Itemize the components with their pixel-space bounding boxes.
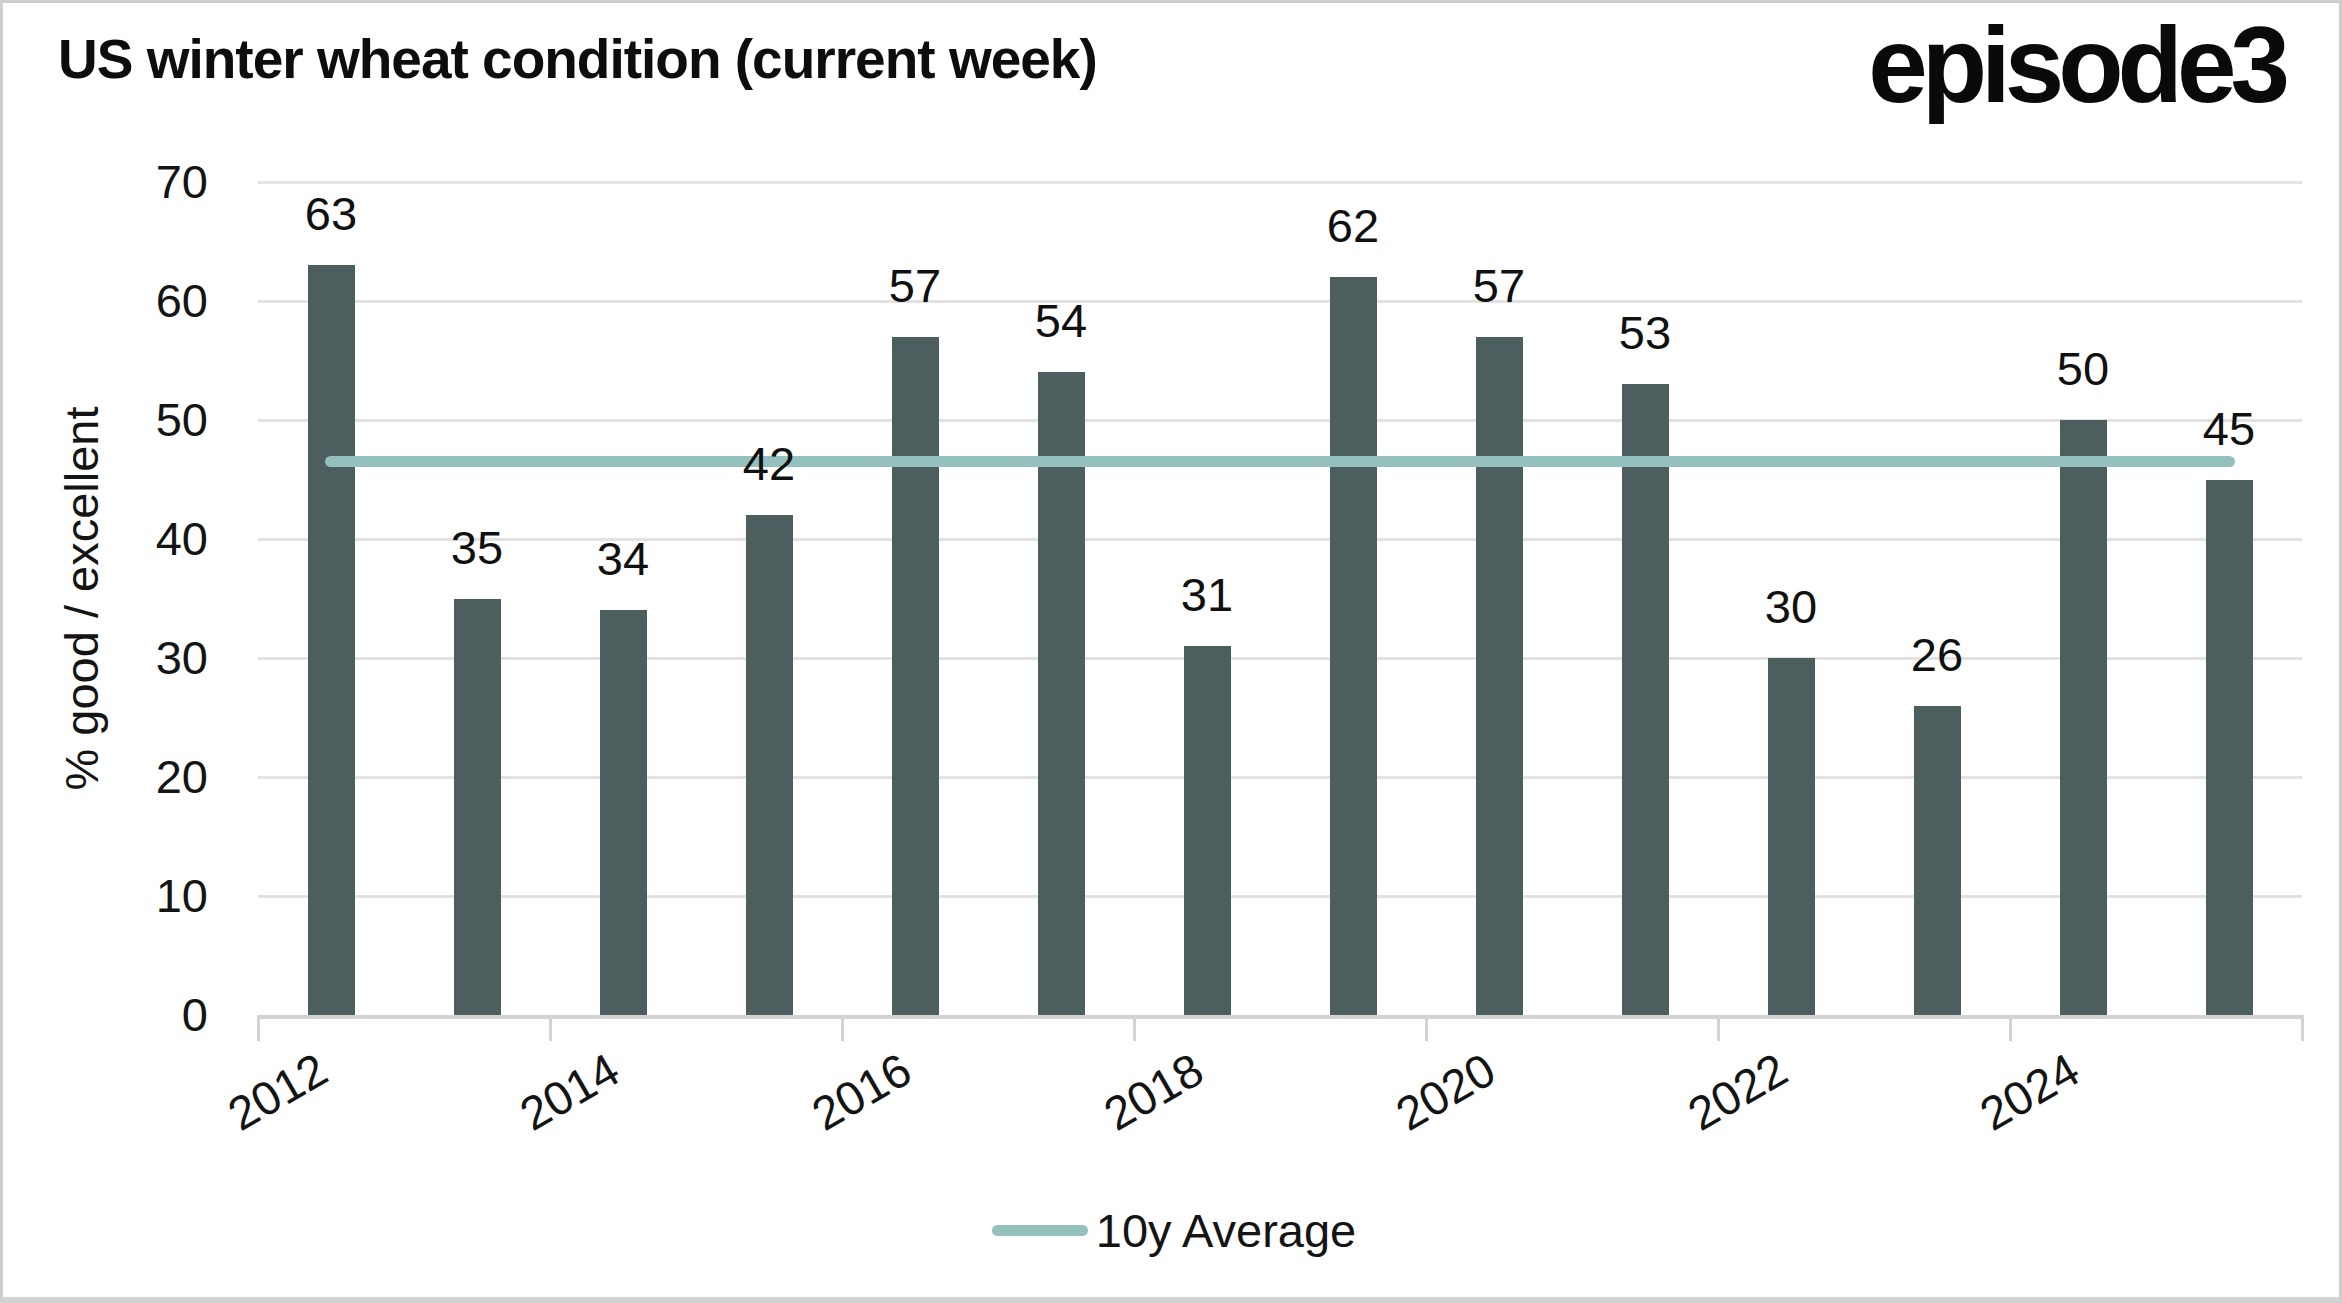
- average-line-legend-swatch: [992, 1225, 1088, 1236]
- x-tick-label-2024: 2024: [1881, 1045, 2087, 1192]
- y-tick-label-60: 60: [58, 277, 208, 325]
- bar-value-label-2021: 53: [1575, 309, 1715, 357]
- bar-value-label-2015: 42: [699, 440, 839, 488]
- bar-2025: [2206, 480, 2253, 1016]
- x-axis-line: [258, 1015, 2302, 1019]
- x-axis-tick: [549, 1015, 552, 1041]
- bar-2017: [1038, 372, 1085, 1015]
- bar-value-label-2016: 57: [845, 262, 985, 310]
- bar-value-label-2019: 62: [1283, 202, 1423, 250]
- y-tick-label-70: 70: [58, 158, 208, 206]
- bar-value-label-2012: 63: [261, 190, 401, 238]
- bar-2022: [1768, 658, 1815, 1015]
- x-tick-label-2020: 2020: [1297, 1045, 1503, 1192]
- bar-2013: [454, 599, 501, 1016]
- x-tick-label-2016: 2016: [713, 1045, 919, 1192]
- x-axis-tick: [257, 1015, 260, 1041]
- gridline-20: [258, 776, 2302, 779]
- x-tick-label-2014: 2014: [421, 1045, 627, 1192]
- bar-value-label-2020: 57: [1429, 262, 1569, 310]
- bar-2019: [1330, 277, 1377, 1015]
- bar-value-label-2018: 31: [1137, 571, 1277, 619]
- legend: 10y Average: [3, 1201, 2342, 1259]
- y-tick-label-0: 0: [58, 991, 208, 1039]
- bar-2021: [1622, 384, 1669, 1015]
- average-line: [325, 456, 2235, 467]
- bar-value-label-2023: 26: [1867, 631, 2007, 679]
- bar-2018: [1184, 646, 1231, 1015]
- y-axis-title: % good / excellent: [54, 389, 109, 809]
- chart-frame: US winter wheat condition (current week)…: [0, 0, 2342, 1303]
- x-axis-tick: [1133, 1015, 1136, 1041]
- gridline-70: [258, 181, 2302, 184]
- bar-2020: [1476, 337, 1523, 1015]
- bar-2023: [1914, 706, 1961, 1015]
- bar-value-label-2013: 35: [407, 524, 547, 572]
- bar-2012: [308, 265, 355, 1015]
- bar-value-label-2025: 45: [2159, 405, 2299, 453]
- x-tick-label-2022: 2022: [1589, 1045, 1795, 1192]
- bar-2024: [2060, 420, 2107, 1015]
- gridline-50: [258, 419, 2302, 422]
- bar-value-label-2014: 34: [553, 535, 693, 583]
- gridline-60: [258, 300, 2302, 303]
- bar-2015: [746, 515, 793, 1015]
- bar-2016: [892, 337, 939, 1015]
- gridline-10: [258, 895, 2302, 898]
- x-axis-tick: [1717, 1015, 1720, 1041]
- x-axis-tick: [841, 1015, 844, 1041]
- y-tick-label-10: 10: [58, 872, 208, 920]
- x-axis-tick: [2009, 1015, 2012, 1041]
- x-tick-label-2018: 2018: [1005, 1045, 1211, 1192]
- bar-value-label-2024: 50: [2013, 345, 2153, 393]
- plot-area: 010203040506070 633534425754316257533026…: [3, 3, 2342, 1303]
- bar-2014: [600, 610, 647, 1015]
- x-axis-tick: [2301, 1015, 2304, 1041]
- bar-value-label-2017: 54: [991, 297, 1131, 345]
- legend-label: 10y Average: [1096, 1203, 1356, 1258]
- bar-value-label-2022: 30: [1721, 583, 1861, 631]
- x-axis-tick: [1425, 1015, 1428, 1041]
- x-tick-label-2012: 2012: [129, 1045, 335, 1192]
